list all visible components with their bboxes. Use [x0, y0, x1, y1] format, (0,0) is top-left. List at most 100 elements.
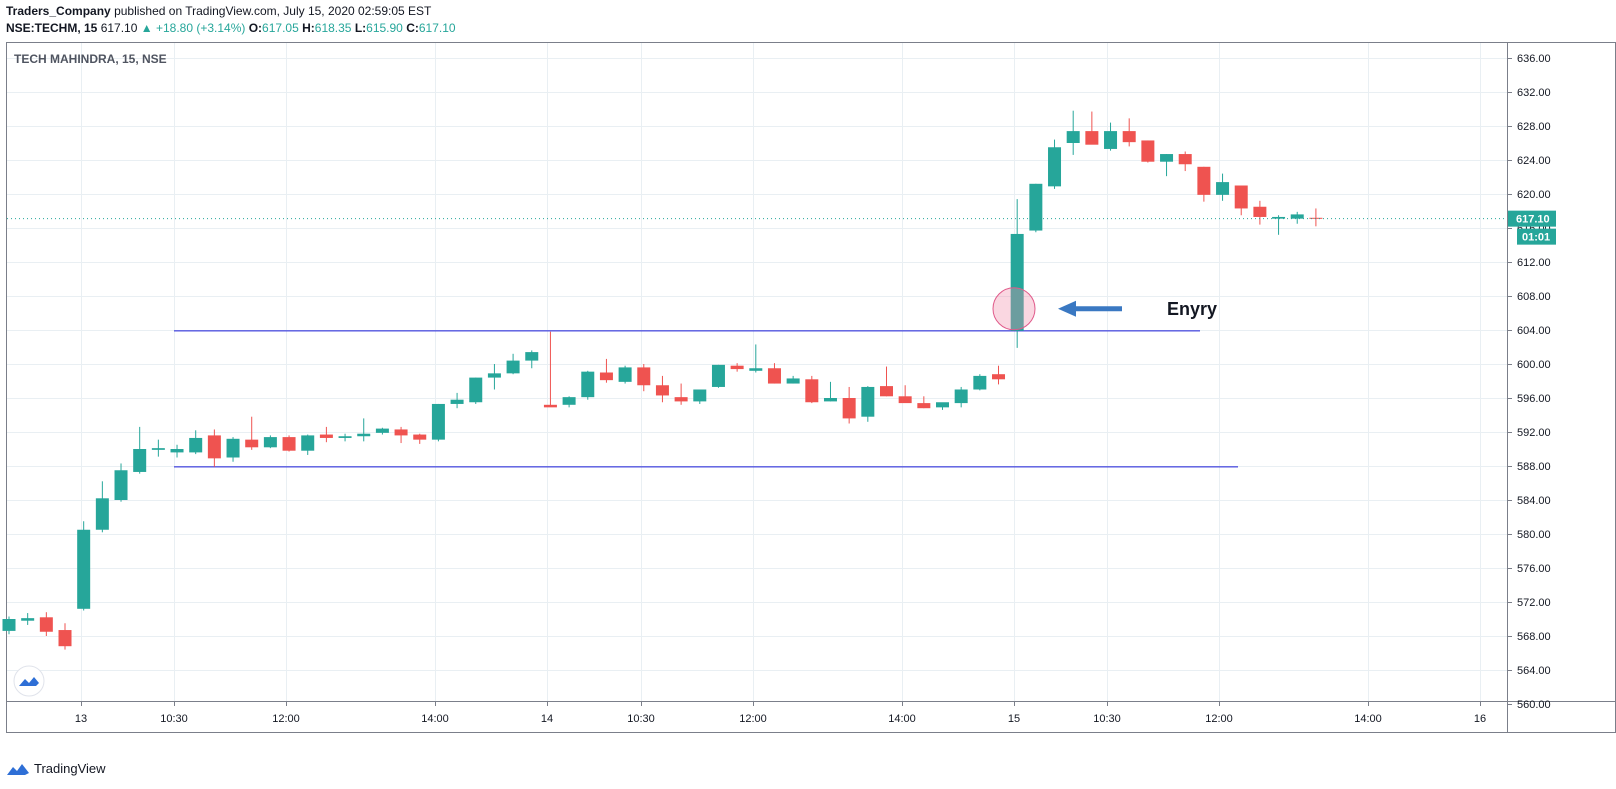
candle-body — [1253, 206, 1267, 217]
candle-down — [917, 396, 931, 409]
price-tick-label: 620.00 — [1517, 189, 1551, 201]
footer: TradingView — [6, 761, 106, 776]
candles — [2, 110, 1323, 650]
candle-body — [58, 630, 72, 647]
candle-up — [1010, 199, 1024, 348]
candle-body — [842, 398, 856, 419]
candle-down — [767, 363, 781, 384]
candle-body — [114, 470, 128, 500]
tv-logo-badge[interactable] — [13, 665, 45, 697]
candle-up — [375, 427, 389, 435]
candle-up — [487, 364, 501, 390]
candle-down — [1197, 166, 1211, 202]
candle-down — [992, 365, 1006, 385]
candle-body — [562, 397, 576, 405]
tradingview-logo-icon — [7, 763, 29, 775]
candle-up — [1160, 154, 1174, 177]
candle-down — [39, 612, 53, 636]
candle-body — [637, 367, 651, 386]
candle-body — [655, 385, 669, 396]
candle-body — [506, 360, 520, 374]
candle-body — [936, 402, 949, 408]
candle-down — [207, 429, 221, 467]
candle-up — [973, 374, 987, 391]
candle-body — [431, 403, 445, 440]
candle-down — [730, 363, 744, 372]
candle-up — [506, 353, 520, 375]
candle-up — [1290, 211, 1304, 224]
candle-up — [525, 350, 539, 369]
entry-annotation: Enyry — [992, 287, 1217, 331]
candle-body — [21, 618, 35, 621]
candle-body — [543, 404, 557, 408]
time-tick-label: 15 — [1008, 713, 1020, 725]
candle-body — [1029, 183, 1043, 231]
candle-up — [823, 381, 837, 402]
candle-body — [599, 372, 613, 381]
candle-body — [319, 434, 333, 438]
publisher-name[interactable]: Traders_Company — [6, 4, 111, 18]
time-tick-label: 14 — [541, 713, 553, 725]
candle-body — [823, 398, 837, 402]
time-tick-label: 16 — [1474, 713, 1486, 725]
price-tick-label: 628.00 — [1517, 121, 1551, 133]
tradingview-icon — [19, 677, 39, 686]
candle-body — [282, 437, 296, 451]
candle-body — [898, 396, 912, 404]
candle-body — [263, 437, 277, 448]
candle-up — [618, 365, 632, 384]
candle-body — [786, 378, 800, 384]
candle-body — [1160, 154, 1174, 162]
candle-down — [282, 435, 296, 452]
footer-brand[interactable]: TradingView — [34, 761, 106, 776]
candle-up — [1066, 110, 1080, 155]
candle-body — [375, 428, 389, 433]
publish-line: Traders_Company published on TradingView… — [6, 4, 431, 18]
candle-down — [58, 623, 72, 650]
candle-body — [618, 367, 632, 382]
candle-down — [879, 366, 893, 397]
grid-lines — [7, 43, 1507, 701]
candle-down — [413, 433, 427, 444]
time-tick-label: 14:00 — [1354, 713, 1382, 725]
time-tick-label: 13 — [75, 713, 87, 725]
candle-body — [879, 386, 893, 397]
candle-body — [767, 368, 781, 384]
candle-body — [581, 371, 595, 398]
candle-up — [151, 439, 165, 457]
chart-legend: TECH MAHINDRA, 15, NSE — [14, 52, 167, 66]
candle-body — [1010, 233, 1024, 331]
candle-body — [711, 364, 725, 387]
price-axis: 636.00632.00628.00624.00620.00616.00612.… — [1507, 53, 1551, 711]
candle-body — [1122, 131, 1136, 143]
candle-down — [655, 375, 669, 403]
price-tick-label: 564.00 — [1517, 665, 1551, 677]
candle-up — [954, 386, 968, 408]
price-tick-label: 588.00 — [1517, 461, 1551, 473]
candle-down — [245, 416, 259, 450]
candle-up — [861, 386, 875, 422]
candle-body — [1104, 131, 1118, 149]
price-tick-label: 584.00 — [1517, 495, 1551, 507]
candle-body — [487, 373, 501, 378]
candle-body — [394, 429, 408, 436]
candle-body — [133, 449, 147, 472]
time-tick-label: 10:30 — [627, 713, 655, 725]
candle-up — [2, 616, 16, 635]
candle-up — [693, 389, 707, 404]
time-tick-label: 10:30 — [160, 713, 188, 725]
candle-down — [1085, 111, 1099, 145]
candle-up — [1104, 122, 1118, 151]
candle-up — [450, 392, 464, 409]
candle-body — [151, 448, 165, 450]
price-tick-label: 568.00 — [1517, 631, 1551, 643]
price-tick-label: 572.00 — [1517, 597, 1551, 609]
time-tick-label: 12:00 — [1205, 713, 1233, 725]
candle-down — [805, 375, 819, 404]
low-label: L: — [354, 21, 367, 35]
candle-body — [245, 439, 259, 448]
candle-down — [599, 358, 613, 383]
candle-body — [525, 352, 539, 361]
low-value: 615.90 — [366, 21, 403, 35]
